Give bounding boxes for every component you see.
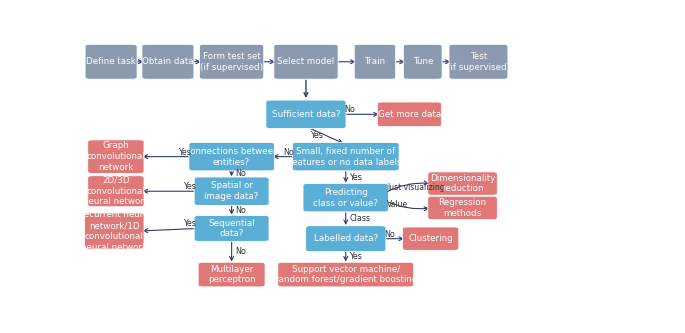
Text: Sequential
data?: Sequential data? [208, 218, 255, 238]
FancyBboxPatch shape [427, 172, 497, 195]
Text: Small, fixed number of
features or no data labels: Small, fixed number of features or no da… [290, 147, 402, 166]
Text: Yes: Yes [183, 219, 196, 228]
FancyBboxPatch shape [303, 183, 388, 212]
FancyBboxPatch shape [198, 262, 265, 287]
FancyBboxPatch shape [189, 143, 275, 171]
FancyBboxPatch shape [427, 196, 497, 219]
Text: Labelled data?: Labelled data? [314, 234, 378, 243]
Text: Form test set
(if supervised): Form test set (if supervised) [200, 52, 263, 72]
Text: No: No [236, 169, 246, 178]
Text: Yes: Yes [349, 252, 362, 261]
Text: Obtain data: Obtain data [142, 57, 194, 66]
Text: Spatial or
image data?: Spatial or image data? [204, 181, 259, 201]
FancyBboxPatch shape [449, 44, 508, 79]
Text: Multilayer
perceptron: Multilayer perceptron [208, 265, 256, 284]
FancyBboxPatch shape [88, 176, 144, 207]
Text: No: No [384, 229, 395, 238]
FancyBboxPatch shape [194, 177, 269, 205]
Text: Dimensionality
reduction: Dimensionality reduction [430, 174, 495, 193]
FancyBboxPatch shape [266, 100, 346, 129]
FancyBboxPatch shape [85, 44, 137, 79]
Text: Sufficient data?: Sufficient data? [272, 110, 340, 119]
FancyBboxPatch shape [199, 44, 264, 79]
Text: No: No [283, 148, 294, 157]
FancyBboxPatch shape [194, 215, 269, 241]
Text: Recurrent neural
network/1D
convolutional
neural network: Recurrent neural network/1D convolutiona… [77, 210, 151, 252]
Text: Connections between
entities?: Connections between entities? [184, 147, 279, 166]
Text: Regression
methods: Regression methods [438, 198, 486, 218]
FancyBboxPatch shape [306, 226, 386, 252]
Text: Select model: Select model [277, 57, 334, 66]
FancyBboxPatch shape [354, 44, 396, 79]
Text: Yes: Yes [183, 182, 196, 191]
FancyBboxPatch shape [274, 44, 338, 79]
Text: Get more data: Get more data [378, 110, 441, 119]
FancyBboxPatch shape [84, 213, 144, 249]
Text: Clustering: Clustering [408, 234, 453, 243]
Text: Train: Train [364, 57, 386, 66]
Text: Define task: Define task [86, 57, 136, 66]
FancyBboxPatch shape [142, 44, 194, 79]
FancyBboxPatch shape [403, 44, 442, 79]
Text: Predicting
class or value?: Predicting class or value? [313, 188, 378, 207]
Text: Yes: Yes [310, 131, 323, 140]
FancyBboxPatch shape [403, 227, 459, 250]
Text: Value: Value [387, 200, 408, 209]
Text: Class: Class [349, 214, 371, 223]
FancyBboxPatch shape [292, 143, 399, 171]
Text: No: No [345, 105, 356, 114]
Text: Test
(if supervised): Test (if supervised) [447, 52, 510, 72]
Text: Tune: Tune [412, 57, 433, 66]
Text: No: No [236, 206, 246, 215]
Text: 2D/3D
convolutional
neural network: 2D/3D convolutional neural network [83, 176, 149, 206]
FancyBboxPatch shape [377, 102, 442, 127]
Text: No: No [236, 247, 246, 256]
Text: Support vector machine/
random forest/gradient boosting: Support vector machine/ random forest/gr… [275, 265, 417, 284]
Text: Yes: Yes [177, 148, 190, 157]
Text: Yes: Yes [349, 172, 362, 181]
FancyBboxPatch shape [278, 262, 414, 287]
Text: Graph
convolutional
network: Graph convolutional network [86, 142, 145, 172]
FancyBboxPatch shape [88, 140, 144, 173]
Text: Just visualizing: Just visualizing [387, 183, 445, 192]
